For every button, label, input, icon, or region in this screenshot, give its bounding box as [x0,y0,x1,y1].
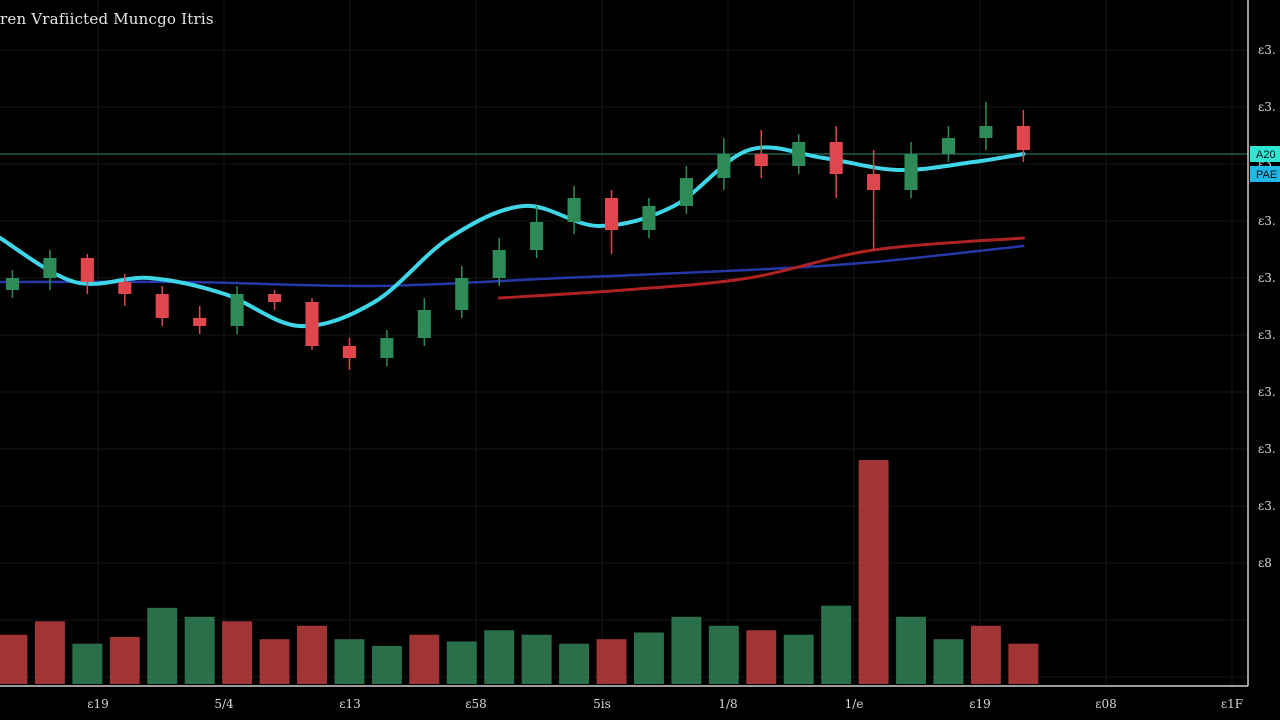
y-tick-label: ε3. [1258,385,1276,399]
y-tick-label: ε3. [1258,100,1276,114]
volume-bar [371,645,402,684]
volume-bar [147,607,178,684]
price-badge-label: PAE [1256,169,1277,181]
volume-bar [409,634,440,684]
price-badge [1250,146,1280,162]
y-tick-label: ε3. [1258,43,1276,57]
volume-bar [109,636,140,684]
volume-bar [783,634,814,684]
x-tick-label: 5/4 [214,697,234,711]
volume-bar [259,639,290,684]
volume-bar [521,634,552,684]
candle-down [193,318,207,326]
volume-bars [0,460,1039,684]
x-tick-label: ε1F [1221,697,1243,711]
candle-up [642,206,656,230]
x-tick-label: 1/8 [718,697,737,711]
candle-down [1016,126,1030,150]
candle-up [904,154,918,190]
price-badge [1250,166,1280,182]
candle-up [455,278,469,310]
volume-bar [858,460,889,684]
volume-bar [970,625,1001,684]
candle-down [80,258,94,282]
volume-bar [559,643,590,684]
volume-bar [671,616,702,684]
moving-averages [0,145,1026,329]
candle-up [792,142,806,166]
y-tick-label: ε3. [1258,499,1276,513]
candle-up [5,278,20,290]
y-tick-label: ε3. [1258,214,1276,228]
candle-down [268,294,282,302]
candle-down [155,294,169,318]
candle-up [417,310,431,338]
price-badges: A20 PAE [1250,146,1280,182]
candle-up [530,222,544,250]
chart-title: ren Vrafiicted Muncgo Itris [0,10,214,28]
x-tick-label: ε19 [969,697,991,711]
y-tick-label: ε3. [1258,442,1276,456]
candle-down [604,198,619,230]
y-tick-label: ε3. [1258,271,1276,285]
volume-bar [708,625,739,684]
x-tick-label: 5is [593,697,611,711]
moving-average-fast [0,145,1026,329]
volume-bar [896,616,927,684]
y-tick-label: ε8 [1258,556,1272,570]
x-tick-label: ε19 [87,697,109,711]
volume-bar [222,621,253,684]
candle-up [380,338,394,358]
volume-bar [72,643,103,684]
candle-down [305,302,319,346]
x-tick-label: 1/e [845,697,864,711]
x-tick-label: ε08 [1095,697,1117,711]
volume-bar [1008,643,1039,684]
candle-down [342,346,356,358]
candle-up [492,250,506,278]
candle-up [717,154,731,178]
candle-up [679,178,693,206]
x-tick-label: ε13 [339,697,361,711]
candle-up [230,294,244,326]
volume-bar [633,632,664,684]
candle-down [754,154,768,166]
volume-bar [184,616,215,684]
candle-up [941,138,956,154]
x-axis-ticks: ε19 5/4 ε13 ε58 5is 1/8 1/e ε19 ε08 ε1F [87,697,1243,711]
volume-bar [297,625,327,684]
volume-bar [596,639,627,684]
candlesticks [5,102,1030,370]
candle-down [829,142,843,174]
candle-down [118,282,132,294]
volume-bar [334,639,365,684]
x-tick-label: ε58 [465,697,487,711]
y-tick-label: ε3. [1258,328,1276,342]
price-badge-label: A20 [1256,149,1276,161]
candle-up [567,198,581,222]
candle-down [867,174,881,190]
volume-bar [821,605,852,684]
volume-bar [34,621,65,684]
volume-bar [446,641,477,684]
volume-bar [746,630,777,684]
volume-bar [933,639,964,684]
volume-bar [0,634,28,684]
candle-up [43,258,57,278]
volume-bar [484,630,515,684]
candle-up [979,126,993,138]
moving-average-mid [497,236,1025,300]
